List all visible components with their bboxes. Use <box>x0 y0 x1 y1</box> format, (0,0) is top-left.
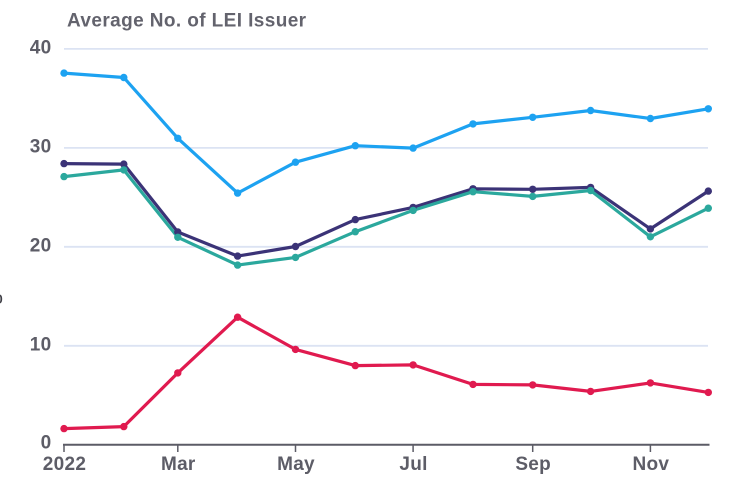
svg-text:May: May <box>277 454 315 475</box>
svg-text:2022: 2022 <box>43 454 86 475</box>
svg-text:10: 10 <box>30 335 52 356</box>
svg-text:20: 20 <box>30 236 52 257</box>
svg-text:0: 0 <box>0 292 3 307</box>
svg-text:Sep: Sep <box>515 454 551 475</box>
svg-text:0: 0 <box>41 433 52 454</box>
svg-text:30: 30 <box>30 137 52 158</box>
svg-text:Average No. of LEI Issuer: Average No. of LEI Issuer <box>67 11 307 32</box>
svg-text:Jul: Jul <box>399 454 427 475</box>
svg-text:40: 40 <box>30 38 52 59</box>
svg-text:Mar: Mar <box>161 454 196 475</box>
svg-text:Nov: Nov <box>633 454 670 475</box>
